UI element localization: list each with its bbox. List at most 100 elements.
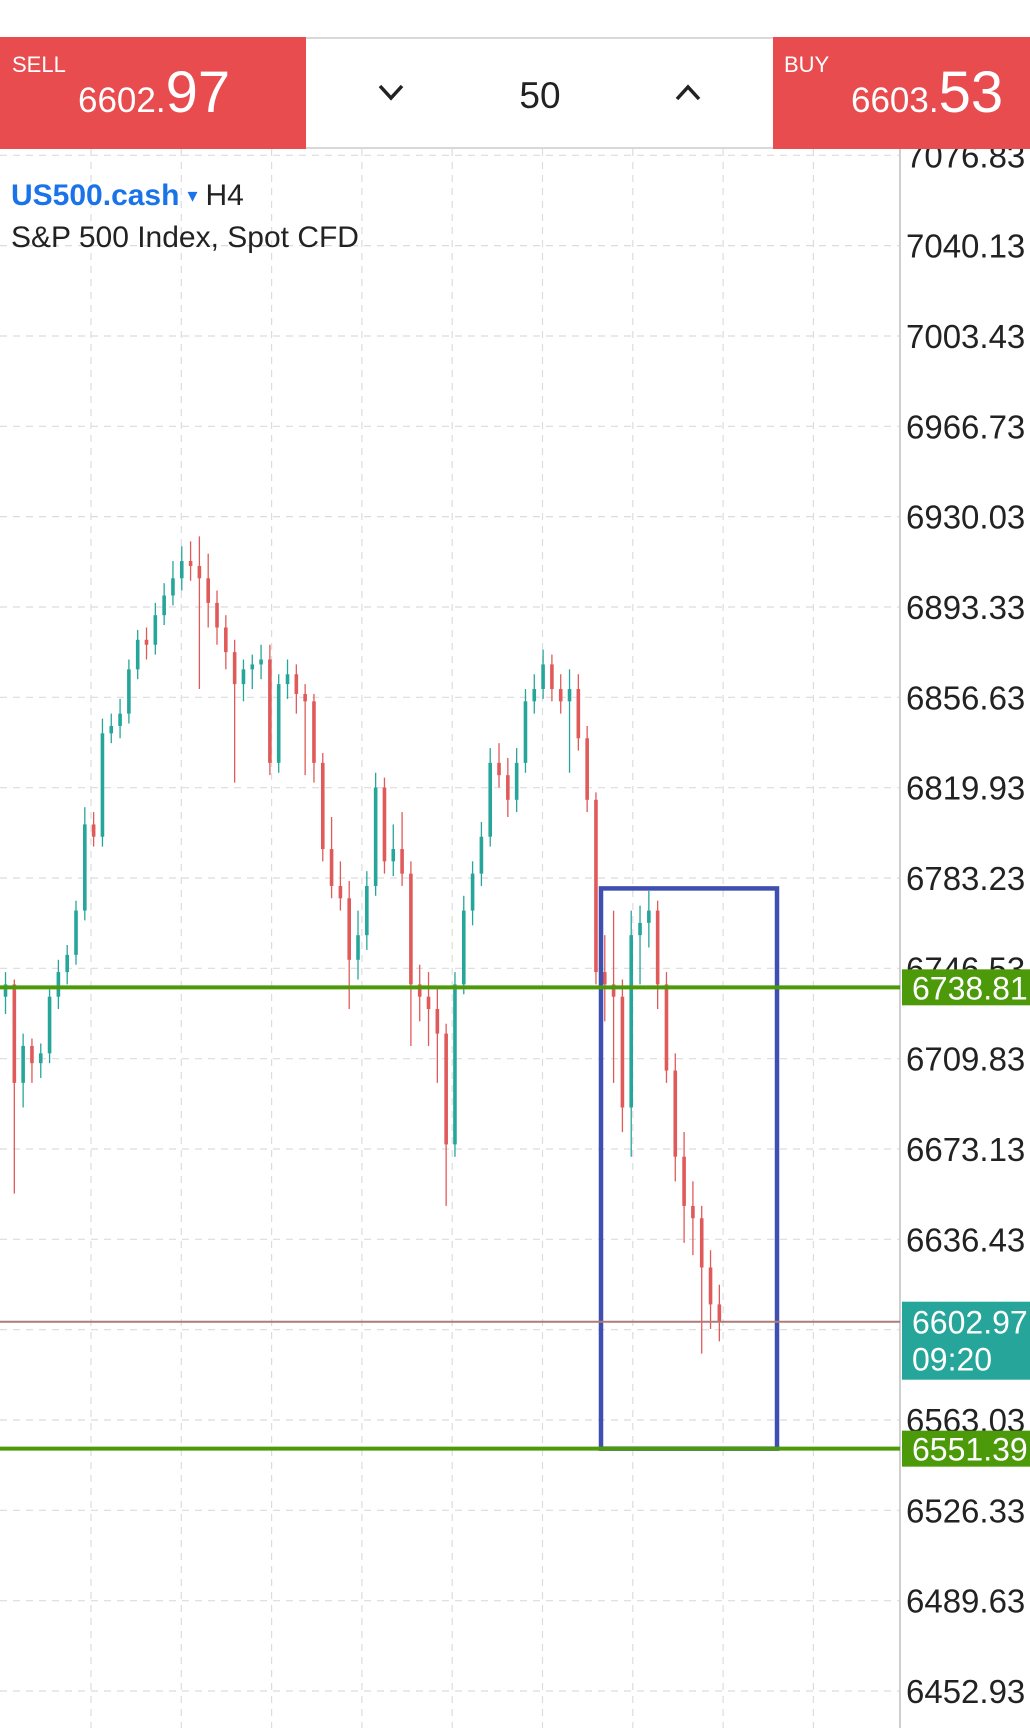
candle-body: [38, 1053, 43, 1064]
candle-body: [224, 627, 228, 653]
chevron-up: [675, 84, 701, 101]
sell-price-main: 6602.: [78, 81, 166, 120]
candle-body: [629, 935, 634, 1108]
candle-body: [444, 1033, 448, 1145]
candle-body: [470, 873, 475, 911]
candle-body: [215, 602, 219, 628]
y-tick-label: 7040.13: [906, 228, 1025, 265]
candle-body: [576, 689, 581, 739]
candle-body: [338, 885, 343, 899]
y-tick-label: 6489.63: [906, 1583, 1025, 1620]
buy-price: 6603.53: [851, 60, 1003, 125]
candle-body: [21, 1045, 25, 1083]
y-tick-label: 7003.43: [906, 318, 1025, 355]
candle-body: [594, 799, 598, 973]
candle-body: [83, 824, 87, 911]
candle-body: [241, 669, 246, 685]
candle-body: [638, 922, 642, 936]
sell-label: SELL: [12, 52, 66, 77]
candle-body: [206, 578, 211, 603]
level-badge-label: 6551.39: [912, 1432, 1028, 1468]
candle-body: [144, 639, 149, 645]
candle-body: [197, 565, 202, 579]
candle-body: [409, 873, 413, 985]
candle-body: [294, 674, 299, 694]
candle-body: [602, 972, 607, 985]
sell-price-pips: 97: [166, 60, 231, 125]
buy-button[interactable]: BUY 6603.53: [773, 37, 1030, 149]
candle-body: [232, 652, 237, 685]
candle-body: [647, 910, 651, 923]
level-badge: [902, 969, 1030, 1006]
level-badge: [902, 1430, 1030, 1467]
candle-body: [268, 659, 272, 763]
candle-body: [30, 1045, 34, 1064]
sell-button[interactable]: SELL 6602.97: [0, 37, 306, 149]
candle-body: [699, 1218, 704, 1268]
buy-price-main: 6603.: [851, 81, 939, 120]
candle-body: [400, 849, 404, 874]
candle-body: [312, 701, 316, 763]
candle-body: [329, 849, 334, 886]
candle-body: [550, 664, 554, 690]
candle-body: [461, 910, 466, 985]
sell-background: [0, 37, 306, 149]
candle-body: [276, 684, 281, 763]
candle-body: [135, 639, 140, 670]
candle-body: [673, 1070, 678, 1157]
candle-body: [259, 659, 263, 665]
current-price-badge: [902, 1301, 1030, 1380]
candle-body: [162, 595, 166, 616]
candle-body: [347, 898, 352, 960]
candle-timer: 09:20: [912, 1342, 992, 1378]
y-tick-label: 6636.43: [906, 1221, 1025, 1258]
volume-decrease[interactable]: [378, 84, 404, 101]
candle-body: [417, 984, 422, 997]
candle-body: [611, 984, 616, 997]
candle-body: [47, 996, 52, 1054]
candle-body: [708, 1267, 713, 1305]
candle-body: [426, 996, 431, 1010]
candle-body: [118, 713, 122, 726]
candle-body: [497, 762, 501, 776]
y-tick-label: 6709.83: [906, 1041, 1025, 1078]
candle-body: [567, 689, 572, 702]
candle-body: [488, 762, 493, 837]
candle-body: [127, 669, 131, 714]
y-tick-label: 6452.93: [906, 1673, 1025, 1710]
candle-body: [320, 762, 325, 850]
candle-body: [532, 689, 537, 702]
candle-body: [179, 561, 184, 579]
candle-body: [74, 910, 78, 955]
symbol-title: US500.cash ▾ H4: [11, 179, 244, 212]
candle-body: [365, 885, 369, 936]
symbol: US500.cash: [11, 179, 179, 212]
candle-body: [56, 972, 61, 997]
candle-body: [558, 689, 563, 702]
current-price-label: 6602.97: [912, 1305, 1028, 1341]
level-badge-label: 6738.81: [912, 970, 1028, 1006]
chevron-down: [378, 84, 404, 101]
volume[interactable]: 50: [519, 75, 560, 116]
candle-body: [691, 1205, 695, 1219]
symbol-subtitle: S&P 500 Index, Spot CFD: [11, 221, 359, 254]
volume-increase[interactable]: [675, 84, 701, 101]
candle-body: [153, 615, 158, 645]
candle-body: [453, 984, 457, 1145]
candle-body: [250, 664, 255, 670]
buy-label: BUY: [784, 52, 830, 77]
symbol-dropdown: ▾: [187, 185, 197, 207]
buy-background: [773, 37, 1030, 149]
y-tick-label: 6856.63: [906, 679, 1025, 716]
candle-body: [12, 984, 17, 1083]
candle-body: [541, 664, 545, 690]
candle-body: [109, 725, 114, 734]
candle-body: [506, 775, 510, 800]
candle-body: [717, 1304, 722, 1322]
y-tick-label: 6966.73: [906, 408, 1025, 445]
candle-body: [655, 910, 660, 985]
candle-body: [682, 1156, 686, 1206]
candle-body: [285, 674, 290, 685]
